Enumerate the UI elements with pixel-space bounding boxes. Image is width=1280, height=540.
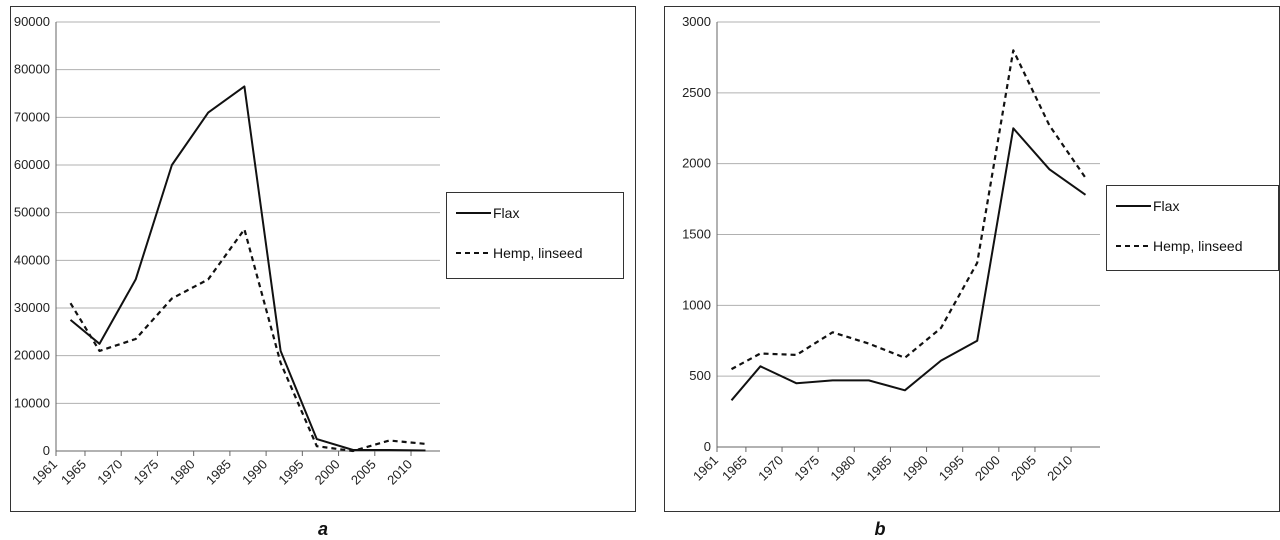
y-tick-label: 20000: [14, 348, 50, 363]
legend-box: [1106, 185, 1279, 271]
y-tick-label: 0: [704, 439, 711, 454]
y-tick-label: 500: [689, 368, 711, 383]
x-tick-label: 1961: [29, 457, 60, 488]
x-tick-label: 1970: [755, 453, 786, 484]
legend-label: Flax: [493, 205, 519, 221]
y-tick-label: 60000: [14, 157, 50, 172]
chart-a: 0 10000 20000 30000 40000 50000 60000 70000 8000…: [10, 6, 636, 539]
series-line-flax: [69, 85, 426, 452]
x-tick-label: 1965: [719, 453, 750, 484]
y-tick-label: 0: [43, 443, 50, 458]
x-tick-label: 1995: [936, 453, 967, 484]
x-tick-label: 1990: [900, 453, 931, 484]
chart-frame: [10, 6, 636, 512]
legend-label: Flax: [1153, 198, 1179, 214]
x-tick-label: 1975: [791, 453, 822, 484]
x-tick-label: 1965: [58, 457, 89, 488]
series-line-hemp-linseed: [730, 49, 1087, 371]
x-tick-label: 2010: [1044, 453, 1075, 484]
x-tick-label: 1980: [827, 453, 858, 484]
x-tick-label: 2005: [1008, 453, 1039, 484]
legend-label: Hemp, linseed: [493, 245, 583, 261]
x-tick-label: 1990: [239, 457, 270, 488]
y-tick-label: 10000: [14, 395, 50, 410]
x-tick-label: 2005: [348, 457, 379, 488]
x-tick-label: 1961: [690, 453, 721, 484]
series-line-flax: [730, 127, 1087, 401]
y-tick-label: 50000: [14, 205, 50, 220]
x-tick-label: 2000: [312, 457, 343, 488]
x-tick-label: 1975: [130, 457, 161, 488]
y-tick-label: 3000: [682, 14, 711, 29]
y-tick-label: 80000: [14, 62, 50, 77]
x-tick-label: 1970: [94, 457, 125, 488]
y-tick-label: 70000: [14, 109, 50, 124]
y-tick-label: 30000: [14, 300, 50, 315]
x-tick-label: 2000: [972, 453, 1003, 484]
x-tick-label: 1980: [167, 457, 198, 488]
y-tick-label: 1500: [682, 227, 711, 242]
x-tick-label: 2010: [384, 457, 415, 488]
x-tick-label: 1995: [275, 457, 306, 488]
x-tick-label: 1985: [863, 453, 894, 484]
y-tick-label: 1000: [682, 297, 711, 312]
panel-label: b: [875, 519, 886, 539]
y-tick-label: 2000: [682, 156, 711, 171]
x-tick-label: 1985: [203, 457, 234, 488]
y-tick-label: 2500: [682, 85, 711, 100]
legend-box: [446, 192, 624, 279]
y-tick-label: 90000: [14, 14, 50, 29]
panel-label: a: [318, 519, 328, 539]
y-tick-label: 40000: [14, 252, 50, 267]
legend-label: Hemp, linseed: [1153, 238, 1243, 254]
series-line-hemp-linseed: [69, 228, 426, 453]
